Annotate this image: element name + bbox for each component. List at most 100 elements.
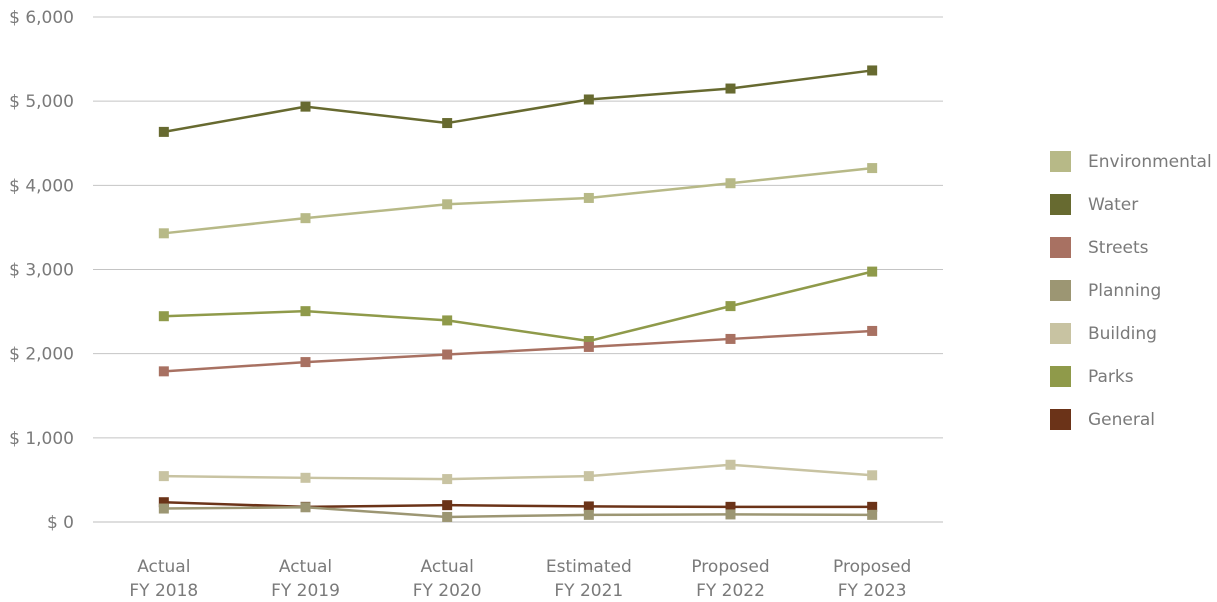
x-axis-ticks: Actual FY 2018 Actual FY 2019 Actual FY 2020 E… bbox=[129, 557, 911, 601]
y-tick-label: $ 1,000 bbox=[9, 429, 74, 449]
series-planning bbox=[158, 502, 878, 522]
data-point-parks bbox=[867, 266, 878, 277]
chart-legend: Environmental Water Streets Planning Buildin… bbox=[1050, 140, 1217, 441]
data-point-building bbox=[867, 470, 878, 481]
legend-label: Building bbox=[1088, 323, 1157, 344]
y-tick-label: $ 6,000 bbox=[9, 8, 74, 28]
legend-item-environmental: Environmental bbox=[1050, 140, 1217, 183]
legend-swatch bbox=[1050, 323, 1071, 344]
x-tick-label: Estimated FY 2021 bbox=[546, 557, 632, 601]
data-point-planning bbox=[158, 503, 169, 514]
data-point-parks bbox=[442, 315, 453, 326]
series-line-water bbox=[163, 69, 873, 134]
legend-label: Parks bbox=[1088, 366, 1134, 387]
series-water bbox=[158, 65, 878, 137]
x-tick-label-line: Estimated bbox=[546, 557, 632, 577]
legend-swatch bbox=[1050, 194, 1071, 215]
data-point-water bbox=[442, 118, 453, 129]
data-point-environmental bbox=[300, 213, 311, 224]
legend-swatch bbox=[1050, 151, 1071, 172]
data-point-parks bbox=[158, 311, 169, 322]
data-point-water bbox=[158, 126, 169, 137]
legend-label: General bbox=[1088, 409, 1155, 430]
data-point-environmental bbox=[583, 192, 594, 203]
legend-label: Environmental bbox=[1088, 151, 1212, 172]
data-point-parks bbox=[300, 306, 311, 317]
data-point-water bbox=[583, 94, 594, 105]
legend-label: Streets bbox=[1088, 237, 1149, 258]
series-line-planning bbox=[163, 506, 873, 519]
y-tick-label: $ 5,000 bbox=[9, 92, 74, 112]
legend-item-parks: Parks bbox=[1050, 355, 1217, 398]
x-tick-label-line: FY 2023 bbox=[838, 581, 907, 601]
data-point-streets bbox=[300, 357, 311, 368]
data-point-planning bbox=[300, 502, 311, 513]
series-line-building bbox=[163, 463, 873, 481]
data-point-planning bbox=[583, 509, 594, 520]
series-general bbox=[158, 497, 878, 512]
x-tick-label-line: FY 2022 bbox=[696, 581, 765, 601]
data-point-environmental bbox=[158, 228, 169, 239]
legend-swatch bbox=[1050, 237, 1071, 258]
data-point-environmental bbox=[442, 199, 453, 210]
y-axis-ticks: $ 0 $ 1,000 $ 2,000 $ 3,000 $ 4,000 $ 5,000 $ … bbox=[9, 8, 74, 533]
data-point-general bbox=[867, 501, 878, 512]
data-point-streets bbox=[725, 333, 736, 344]
gridlines bbox=[93, 16, 943, 523]
data-point-planning bbox=[725, 509, 736, 520]
legend-item-streets: Streets bbox=[1050, 226, 1217, 269]
legend-item-water: Water bbox=[1050, 183, 1217, 226]
data-point-planning bbox=[442, 511, 453, 522]
data-point-streets bbox=[867, 325, 878, 336]
x-tick-label: Proposed FY 2022 bbox=[691, 557, 769, 601]
legend-item-planning: Planning bbox=[1050, 269, 1217, 312]
x-tick-label-line: FY 2018 bbox=[129, 581, 198, 601]
series-line-general bbox=[163, 500, 873, 509]
y-tick-label: $ 0 bbox=[47, 513, 74, 533]
y-tick-label: $ 4,000 bbox=[9, 176, 74, 196]
data-point-parks bbox=[583, 336, 594, 347]
legend-swatch bbox=[1050, 366, 1071, 387]
x-tick-label-line: Proposed bbox=[691, 557, 769, 577]
series-line-environmental bbox=[163, 166, 873, 235]
legend-label: Planning bbox=[1088, 280, 1162, 301]
data-point-environmental bbox=[867, 163, 878, 174]
data-point-general bbox=[725, 501, 736, 512]
data-point-parks bbox=[725, 301, 736, 312]
x-tick-label-line: Actual bbox=[279, 557, 332, 577]
x-tick-label-line: Actual bbox=[137, 557, 190, 577]
x-tick-label-line: Actual bbox=[421, 557, 474, 577]
series-streets bbox=[158, 325, 878, 377]
data-point-building bbox=[583, 471, 594, 482]
data-point-environmental bbox=[725, 178, 736, 189]
x-tick-label: Actual FY 2020 bbox=[413, 557, 482, 601]
legend-label: Water bbox=[1088, 194, 1139, 215]
data-point-planning bbox=[867, 509, 878, 520]
data-point-water bbox=[867, 65, 878, 76]
data-point-building bbox=[300, 472, 311, 483]
data-point-general bbox=[583, 501, 594, 512]
x-tick-label-line: FY 2020 bbox=[413, 581, 482, 601]
x-tick-label: Actual FY 2019 bbox=[271, 557, 340, 601]
data-point-general bbox=[158, 497, 169, 508]
series-environmental bbox=[158, 163, 878, 239]
data-point-building bbox=[725, 459, 736, 470]
series-building bbox=[158, 459, 878, 485]
legend-swatch bbox=[1050, 409, 1071, 430]
data-point-general bbox=[442, 500, 453, 511]
x-tick-label-line: FY 2019 bbox=[271, 581, 340, 601]
x-tick-label-line: Proposed bbox=[833, 557, 911, 577]
y-tick-label: $ 3,000 bbox=[9, 261, 74, 281]
data-point-streets bbox=[442, 349, 453, 360]
legend-item-general: General bbox=[1050, 398, 1217, 441]
data-point-water bbox=[725, 83, 736, 94]
data-point-building bbox=[442, 474, 453, 485]
data-point-water bbox=[300, 101, 311, 112]
legend-item-building: Building bbox=[1050, 312, 1217, 355]
legend-swatch bbox=[1050, 280, 1071, 301]
series-line-streets bbox=[163, 329, 873, 373]
series-line-parks bbox=[163, 270, 873, 343]
x-tick-label: Actual FY 2018 bbox=[129, 557, 198, 601]
data-point-building bbox=[158, 471, 169, 482]
